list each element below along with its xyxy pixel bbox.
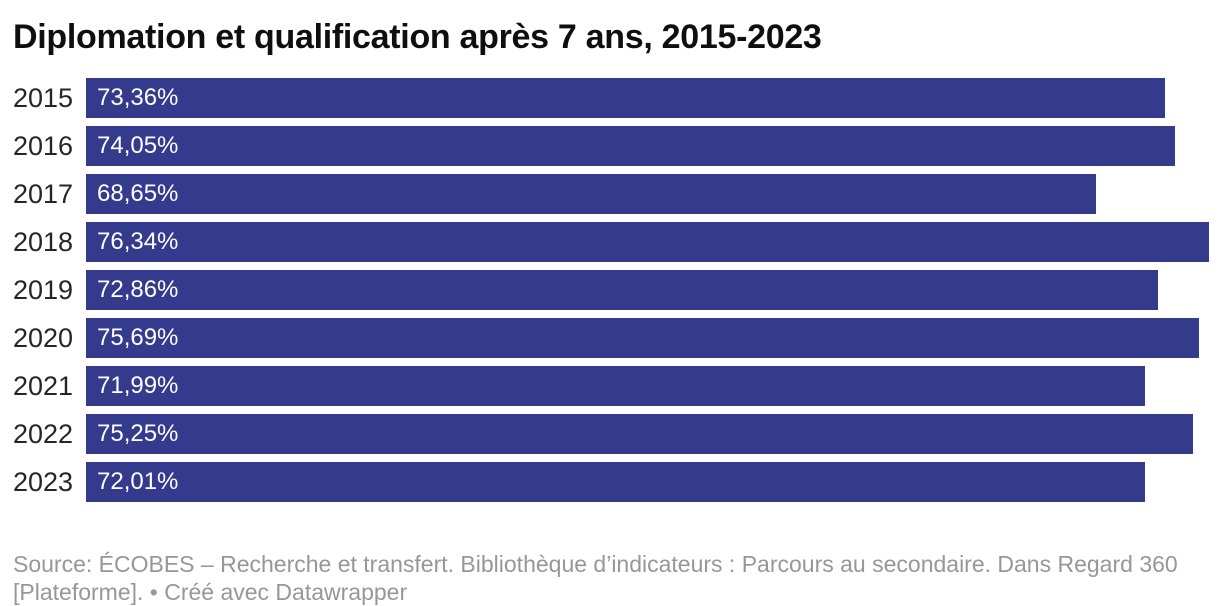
bar-track: 75,69%: [86, 318, 1220, 358]
bar-row: 2015 73,36%: [0, 78, 1220, 118]
bar-value-label: 76,34%: [97, 228, 179, 255]
bar-track: 76,34%: [86, 222, 1220, 262]
bar-value-label: 71,99%: [97, 372, 179, 399]
bar-year-label: 2022: [13, 418, 74, 449]
source-line-2: [Plateforme]. • Créé avec Datawrapper: [13, 579, 408, 605]
bar-year-label: 2017: [13, 178, 74, 209]
bar-row: 2017 68,65%: [0, 174, 1220, 214]
bar: 68,65%: [86, 174, 1096, 214]
bar-chart: 2015 73,36% 2016 74,05% 2017 68,65% 2018…: [0, 78, 1220, 502]
bar-year-label: 2019: [13, 274, 74, 305]
bar: 73,36%: [86, 78, 1165, 118]
bar-value-label: 72,01%: [97, 468, 179, 495]
bar-track: 73,36%: [86, 78, 1220, 118]
bar-row: 2022 75,25%: [0, 414, 1220, 454]
bar-year-label: 2015: [13, 82, 74, 113]
bar-row: 2021 71,99%: [0, 366, 1220, 406]
bar-value-label: 75,25%: [97, 420, 179, 447]
bar-year-label: 2023: [13, 466, 74, 497]
bar: 72,01%: [86, 462, 1146, 502]
source-line-1: Source: ÉCOBES – Recherche et transfert.…: [13, 551, 1178, 577]
bar-row: 2018 76,34%: [0, 222, 1220, 262]
bar-row: 2019 72,86%: [0, 270, 1220, 310]
bar-value-label: 68,65%: [97, 180, 179, 207]
bar-row: 2023 72,01%: [0, 462, 1220, 502]
bar: 76,34%: [86, 222, 1209, 262]
bar-year-label: 2018: [13, 226, 74, 257]
bar: 71,99%: [86, 366, 1145, 406]
bar-track: 68,65%: [86, 174, 1220, 214]
bar-year-label: 2020: [13, 322, 74, 353]
bar-track: 71,99%: [86, 366, 1220, 406]
source-footer: Source: ÉCOBES – Recherche et transfert.…: [0, 510, 1220, 606]
chart-title: Diplomation et qualification après 7 ans…: [13, 18, 822, 56]
bar-track: 72,01%: [86, 462, 1220, 502]
bar-value-label: 74,05%: [97, 132, 179, 159]
bar: 75,69%: [86, 318, 1200, 358]
bar-track: 75,25%: [86, 414, 1220, 454]
bar-year-label: 2016: [13, 130, 74, 161]
bar: 72,86%: [86, 270, 1158, 310]
bar-track: 72,86%: [86, 270, 1220, 310]
bar-value-label: 72,86%: [97, 276, 179, 303]
bar: 75,25%: [86, 414, 1193, 454]
bar: 74,05%: [86, 126, 1176, 166]
bar-row: 2020 75,69%: [0, 318, 1220, 358]
bar-value-label: 73,36%: [97, 84, 179, 111]
bar-track: 74,05%: [86, 126, 1220, 166]
bar-value-label: 75,69%: [97, 324, 179, 351]
bar-row: 2016 74,05%: [0, 126, 1220, 166]
bar-year-label: 2021: [13, 370, 74, 401]
